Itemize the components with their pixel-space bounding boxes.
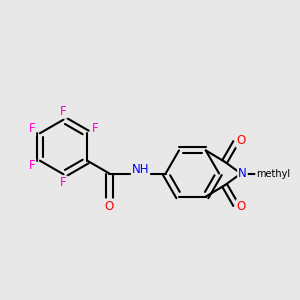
Text: F: F [28, 122, 35, 135]
Text: F: F [60, 105, 67, 118]
Text: methyl: methyl [256, 169, 290, 178]
Text: NH: NH [132, 164, 149, 176]
Text: O: O [105, 200, 114, 212]
Text: N: N [238, 167, 247, 180]
Text: F: F [28, 159, 35, 172]
Text: methyl: methyl [267, 171, 272, 172]
Text: O: O [236, 200, 246, 213]
Text: O: O [236, 134, 246, 147]
Text: F: F [60, 176, 67, 189]
Text: F: F [92, 122, 98, 135]
